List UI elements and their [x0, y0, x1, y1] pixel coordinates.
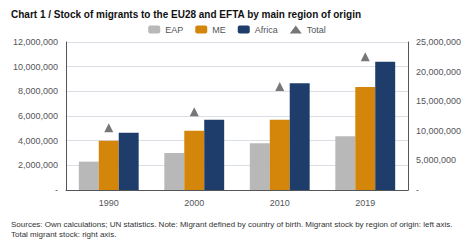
svg-text:-: - — [55, 185, 58, 195]
svg-text:Africa: Africa — [255, 25, 278, 35]
svg-text:5,000,000: 5,000,000 — [416, 155, 456, 165]
svg-text:Chart 1 / Stock of migrants to: Chart 1 / Stock of migrants to the EU28 … — [11, 9, 361, 20]
svg-text:4,000,000: 4,000,000 — [18, 136, 58, 146]
svg-text:8,000,000: 8,000,000 — [18, 86, 58, 96]
svg-text:ME: ME — [212, 25, 226, 35]
svg-text:EAP: EAP — [165, 25, 183, 35]
svg-text:15,000,000: 15,000,000 — [416, 96, 461, 106]
svg-text:12,000,000: 12,000,000 — [13, 37, 58, 47]
svg-text:-: - — [416, 185, 419, 195]
svg-text:Total migrant stock: right axi: Total migrant stock: right axis. — [11, 230, 116, 239]
svg-text:10,000,000: 10,000,000 — [13, 62, 58, 72]
svg-text:6,000,000: 6,000,000 — [18, 111, 58, 121]
svg-text:Total: Total — [307, 25, 326, 35]
svg-text:2,000,000: 2,000,000 — [18, 160, 58, 170]
svg-text:10,000,000: 10,000,000 — [416, 126, 461, 136]
svg-text:Sources: Own calculations; UN: Sources: Own calculations; UN statistics… — [11, 220, 453, 229]
svg-text:20,000,000: 20,000,000 — [416, 67, 461, 77]
svg-text:25,000,000: 25,000,000 — [416, 37, 461, 47]
svg-text:1990: 1990 — [99, 198, 119, 208]
svg-text:2010: 2010 — [270, 198, 290, 208]
svg-text:2000: 2000 — [184, 198, 204, 208]
svg-text:2019: 2019 — [355, 198, 375, 208]
